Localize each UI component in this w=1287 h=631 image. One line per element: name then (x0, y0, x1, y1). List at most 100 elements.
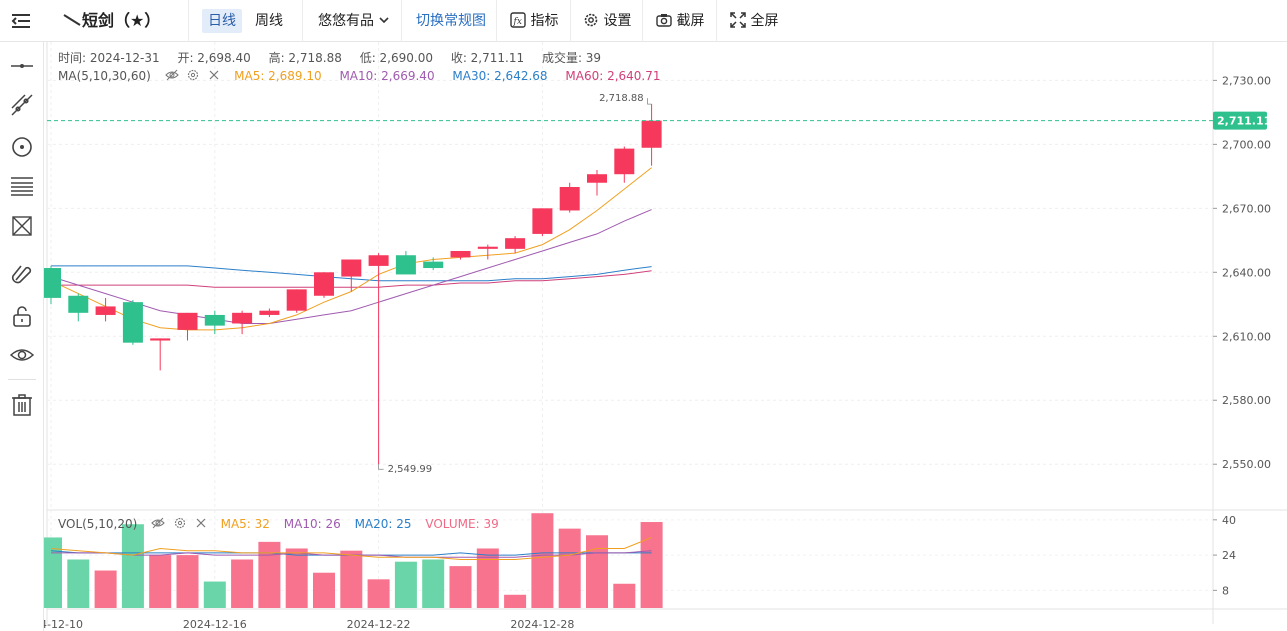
candle-body (259, 310, 280, 315)
trend-line-icon[interactable] (6, 89, 38, 121)
candle (614, 146, 635, 183)
volume-bar (340, 550, 363, 608)
vol-ma5-value: MA5: 32 (220, 517, 270, 531)
info-close: 收: 2,711.11 (450, 51, 525, 65)
indicators-button[interactable]: fx 指标 (510, 0, 558, 42)
vol-label: VOL(5,10,20) (58, 517, 138, 531)
volume-bar (67, 559, 90, 608)
candle (505, 236, 526, 254)
volume-bars (40, 513, 663, 608)
price-tick-label: 2,670.00 (1222, 202, 1271, 215)
time-tick-label: 2024-12-22 (347, 618, 411, 631)
candle (477, 244, 498, 260)
fullscreen-label: 全屏 (750, 13, 779, 29)
candle-body (395, 255, 416, 275)
candle-body (95, 306, 116, 315)
camera-icon (656, 14, 672, 27)
magnet-icon[interactable] (6, 258, 38, 290)
candle-body (204, 314, 225, 326)
candle (450, 250, 471, 260)
price-tick-label: 2,640.00 (1222, 266, 1271, 279)
candle-body (286, 289, 307, 311)
volume-info: VOL(5,10,20) MA5: 32 MA10: 26 MA20: 25 V… (58, 517, 513, 531)
fullscreen-button[interactable]: 全屏 (730, 0, 778, 42)
gear-icon (584, 13, 598, 27)
chart-axes: 2,730.00 2,700.00 2,670.00 2,640.00 2,610.00… (19, 74, 1271, 631)
candle (286, 289, 307, 313)
candles (41, 104, 662, 465)
volume-bar (94, 570, 117, 608)
volume-tick-label: 40 (1222, 514, 1236, 527)
last-price-tag (1213, 111, 1267, 130)
divider (716, 0, 717, 42)
function-icon: fx (510, 12, 526, 28)
lock-icon[interactable] (6, 300, 38, 332)
divider (642, 0, 643, 42)
candle-body (614, 148, 635, 175)
horizontal-line-icon[interactable] (6, 50, 38, 82)
tab-daily[interactable]: 日线 (202, 9, 242, 33)
fibonacci-lines-icon[interactable] (6, 170, 38, 202)
candle-body (423, 261, 444, 269)
exchange-select[interactable]: 悠悠有品 (318, 0, 390, 42)
vol-ma10-value: MA10: 26 (283, 517, 341, 531)
candle-body (641, 120, 662, 148)
volume-bar (449, 566, 472, 608)
candle-body (122, 302, 143, 343)
candle-body (41, 268, 61, 298)
last-price-label: 2,711.11 (1217, 115, 1271, 128)
volume-bar (531, 513, 554, 608)
candle-body (314, 272, 334, 296)
volume-bar (640, 522, 663, 608)
eye-off-icon[interactable] (151, 517, 165, 529)
candle-body (587, 174, 607, 183)
candle (68, 293, 89, 322)
close-icon[interactable] (195, 517, 207, 529)
trash-icon[interactable] (6, 389, 38, 421)
gear-icon[interactable] (173, 517, 187, 529)
screenshot-button[interactable]: 截屏 (656, 0, 704, 42)
chart-grid (46, 42, 1287, 624)
candle (641, 104, 662, 166)
menu-toggle-icon[interactable] (10, 0, 32, 42)
candle-body (477, 246, 498, 249)
switch-chart-button[interactable]: 切换常规图 (416, 13, 486, 29)
candle-body (559, 187, 580, 211)
candle (314, 272, 334, 298)
volume-bar (504, 594, 527, 608)
symbol-name: 短剑（★） (82, 11, 161, 30)
tab-weekly[interactable]: 周线 (255, 13, 283, 29)
candle-body (150, 338, 171, 341)
divider (570, 0, 571, 42)
volume-bar (394, 561, 417, 608)
candle (177, 312, 198, 341)
candle (587, 169, 607, 196)
circle-tool-icon[interactable] (6, 131, 38, 163)
symbol-title[interactable]: 短剑（★） (62, 0, 160, 42)
candle (41, 265, 61, 305)
volume-tick-label: 8 (1222, 584, 1229, 597)
eye-off-icon[interactable] (164, 69, 179, 81)
candle (423, 257, 444, 271)
close-icon[interactable] (208, 69, 220, 81)
volume-ma5-line (50, 537, 652, 560)
volume-bar (558, 528, 581, 608)
volume-bar (613, 583, 636, 608)
candle (95, 297, 116, 322)
ma60-value: MA60: 2,640.71 (565, 69, 661, 83)
ma30-value: MA30: 2,642.68 (452, 69, 548, 83)
volume-bar (422, 559, 445, 608)
candle-body (68, 295, 89, 313)
settings-button[interactable]: 设置 (583, 0, 631, 42)
price-tick-label: 2,610.00 (1222, 330, 1271, 343)
gear-icon[interactable] (186, 69, 200, 81)
info-open: 开: 2,698.40 (177, 51, 251, 65)
pattern-tool-icon[interactable] (6, 210, 38, 242)
eye-icon[interactable] (6, 339, 38, 371)
candle-body (368, 255, 389, 266)
volume-bar (313, 572, 335, 608)
candle-body (177, 312, 198, 330)
screenshot-label: 截屏 (676, 13, 705, 29)
